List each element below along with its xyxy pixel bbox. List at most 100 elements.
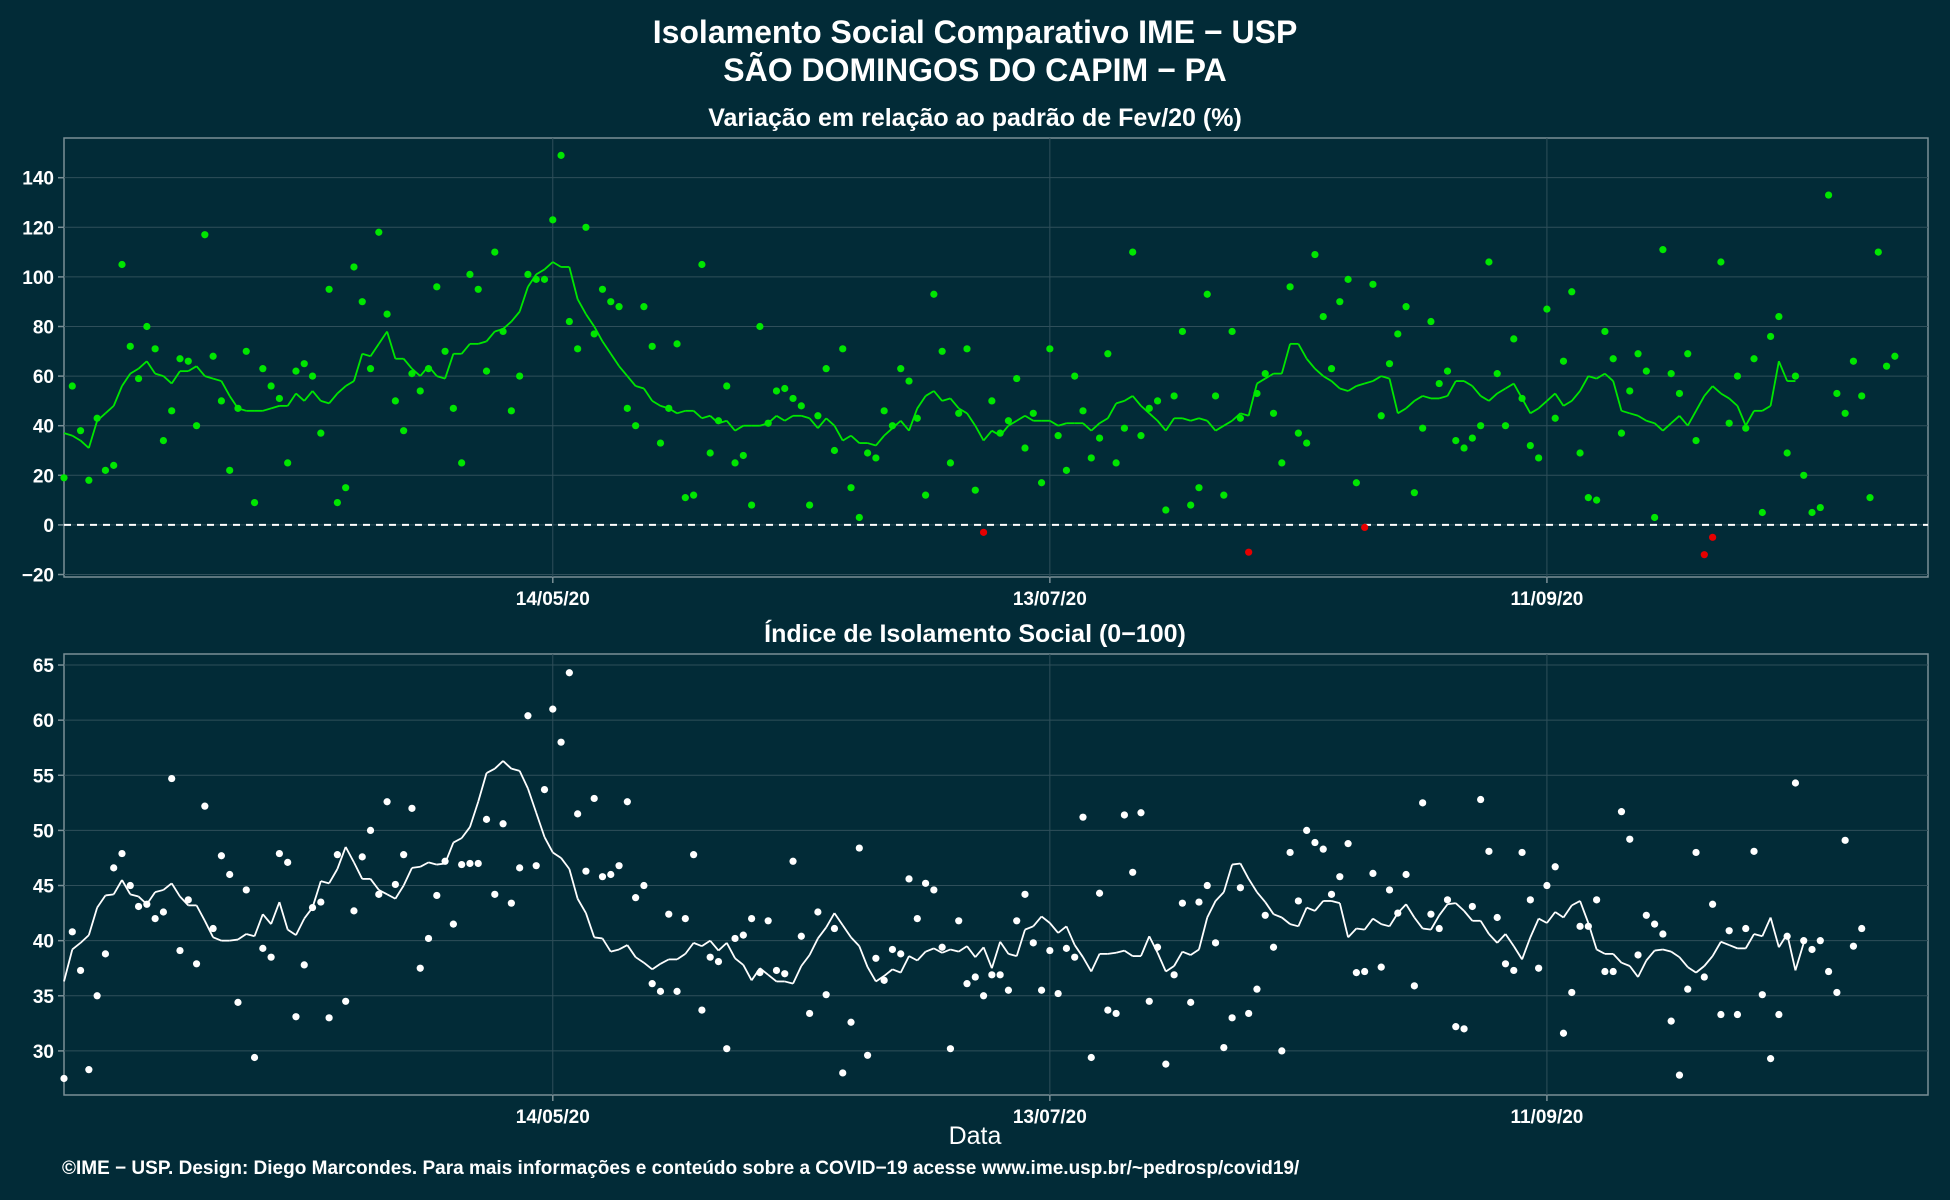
data-point [1327, 365, 1336, 373]
data-point [1824, 967, 1833, 976]
y-tick-label: 80 [33, 317, 54, 338]
chart-title: Isolamento Social Comparativo IME − USP [652, 14, 1298, 50]
data-point [1576, 449, 1584, 457]
data-point [383, 798, 391, 806]
moving-average-segment [378, 330, 388, 345]
moving-average-segment [1280, 343, 1291, 374]
data-point [143, 322, 151, 331]
data-point [1816, 503, 1824, 512]
data-point [68, 382, 76, 390]
moving-average-segment [195, 904, 206, 922]
moving-average-segment [1231, 862, 1241, 866]
moving-average-segment [1107, 951, 1117, 955]
moving-average-segment [1695, 395, 1706, 412]
moving-average-segment [195, 365, 206, 377]
data-point [830, 446, 839, 455]
data-point [101, 950, 110, 958]
data-point [76, 966, 85, 975]
data-point [1327, 890, 1336, 898]
moving-average-segment [1637, 415, 1647, 422]
moving-average-segment [933, 947, 943, 954]
moving-average-segment [1223, 419, 1233, 427]
data-point [1485, 258, 1493, 266]
data-point [1137, 432, 1145, 440]
moving-average-segment [1596, 948, 1606, 955]
moving-average-segment [502, 760, 512, 770]
moving-average-segment [1629, 965, 1639, 978]
data-point [110, 864, 118, 872]
data-point [1874, 248, 1882, 256]
data-point [176, 946, 184, 955]
moving-average-segment [1596, 372, 1606, 380]
moving-average-segment [311, 880, 322, 908]
data-point [1535, 454, 1543, 462]
moving-average-segment [1488, 392, 1498, 402]
moving-average-segment [1173, 951, 1184, 967]
data-point [267, 953, 275, 961]
moving-average-segment [1073, 944, 1084, 958]
data-point [1294, 897, 1302, 905]
data-point [623, 404, 631, 412]
x-axis-label: Data [948, 1122, 1002, 1150]
data-point [540, 275, 549, 283]
data-point [1584, 922, 1592, 930]
data-point [681, 494, 689, 502]
data-point [1576, 922, 1584, 930]
moving-average-segment [1769, 361, 1780, 407]
data-point [598, 873, 607, 881]
data-point [1228, 327, 1236, 336]
moving-average-segment [1562, 904, 1573, 919]
data-point [930, 886, 938, 894]
data-point [474, 859, 482, 868]
data-point [1460, 444, 1468, 452]
data-point [350, 907, 358, 915]
data-point [1642, 367, 1650, 375]
data-point [308, 372, 317, 380]
data-point [1029, 409, 1037, 417]
data-point [168, 774, 176, 783]
data-point [242, 886, 250, 894]
moving-average-segment [626, 944, 637, 958]
plot-area [63, 137, 1929, 578]
moving-average-segment [1198, 417, 1208, 422]
x-tick-label: 14/05/20 [516, 589, 590, 610]
data-point [1211, 392, 1220, 400]
data-point [764, 917, 772, 925]
data-point [433, 283, 441, 291]
moving-average-segment [336, 385, 347, 395]
data-point [1667, 370, 1675, 378]
data-point [1178, 327, 1186, 336]
moving-average-segment [1289, 923, 1299, 928]
data-point [110, 461, 118, 469]
moving-average-segment [1504, 933, 1515, 947]
moving-average-segment [1305, 358, 1316, 370]
moving-average-segment [610, 353, 620, 367]
data-point [839, 1069, 847, 1077]
panel2-title: Índice de Isolamento Social (0−100) [764, 620, 1186, 648]
moving-average-segment [643, 388, 653, 402]
moving-average-segment [1662, 422, 1672, 432]
data-point [714, 957, 723, 966]
data-point [292, 1013, 300, 1021]
data-point [632, 894, 640, 902]
data-point [839, 345, 847, 353]
data-point [1369, 869, 1377, 877]
data-point [797, 402, 805, 410]
moving-average-segment [112, 879, 123, 895]
moving-average-segment [1579, 375, 1590, 392]
data-point [706, 953, 714, 961]
data-point [234, 404, 242, 412]
data-point [300, 360, 308, 368]
moving-average-segment [1057, 925, 1067, 934]
moving-average-segment [220, 380, 231, 397]
moving-average-segment [1338, 902, 1349, 938]
moving-average-segment [1314, 367, 1324, 377]
data-point [772, 966, 781, 975]
data-point [1021, 444, 1029, 452]
moving-average-segment [369, 343, 380, 357]
data-point [946, 1045, 955, 1053]
data-point [814, 908, 822, 916]
data-point [955, 409, 963, 417]
x-tick-label: 13/07/20 [1013, 589, 1087, 610]
moving-average-segment [494, 760, 504, 770]
